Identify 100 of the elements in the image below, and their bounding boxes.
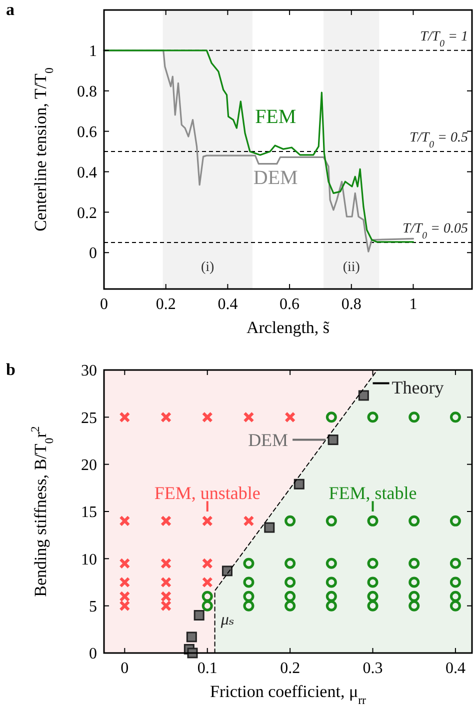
- point: [243, 600, 254, 612]
- band-label: (ii): [342, 260, 360, 275]
- point: [326, 558, 337, 569]
- y-tick-label: 0.2: [77, 204, 97, 222]
- point: [408, 412, 420, 423]
- point: [160, 590, 172, 602]
- point: [326, 600, 337, 612]
- chart-title: b: [6, 360, 16, 379]
- point: [186, 632, 197, 642]
- point: [408, 600, 420, 612]
- point: [284, 558, 296, 569]
- y-tick-label: 0.8: [77, 83, 97, 100]
- point: [367, 600, 378, 612]
- point: [408, 590, 420, 602]
- point: [202, 590, 213, 602]
- point: [202, 576, 213, 588]
- point: [243, 558, 254, 569]
- annotation: μₛ: [220, 612, 234, 629]
- y-tick-label: 15: [81, 504, 97, 522]
- point: [202, 515, 213, 526]
- x-tick-label: 0.2: [156, 296, 176, 313]
- x-tick-label: 0.4: [445, 660, 466, 677]
- x-tick-label: 0.4: [218, 296, 238, 313]
- series-label: FEM, stable: [328, 482, 417, 503]
- point: [119, 558, 130, 569]
- point: [367, 576, 378, 588]
- x-axis-title: Arclength, s̃: [246, 318, 330, 337]
- point: [194, 610, 204, 621]
- point: [243, 576, 254, 588]
- point: [408, 515, 420, 526]
- point: [202, 600, 213, 612]
- band-label: (i): [200, 260, 215, 275]
- point: [160, 558, 172, 569]
- x-tick-label: 0: [120, 660, 129, 677]
- point: [408, 576, 420, 588]
- point: [408, 558, 420, 569]
- point: [367, 558, 378, 569]
- point: [284, 600, 296, 612]
- y-tick-label: 25: [81, 410, 97, 427]
- y-tick-label: 0.4: [77, 164, 97, 182]
- point: [119, 515, 130, 526]
- point: [222, 566, 232, 576]
- point: [160, 600, 172, 612]
- series-label: DEM: [253, 166, 298, 189]
- point: [367, 412, 378, 423]
- y-tick-label: 5: [89, 598, 97, 616]
- x-tick-label: 0: [100, 296, 108, 313]
- ref-line-label: T/T$_{0}$ = 1: [420, 29, 468, 49]
- point: [450, 576, 461, 588]
- y-tick-label: 0: [89, 646, 97, 663]
- x-tick-label: 0.3: [362, 660, 383, 677]
- point: [202, 412, 213, 423]
- x-tick-label: 0.1: [197, 660, 218, 677]
- point: [119, 600, 130, 612]
- point: [326, 515, 337, 526]
- y-tick-label: 0.6: [77, 124, 97, 141]
- point: [450, 558, 461, 569]
- ref-line-label: T/T$_{0}$ = 0.05: [402, 222, 468, 241]
- point: [284, 515, 296, 526]
- point: [243, 590, 254, 602]
- y-tick-label: 20: [81, 456, 97, 474]
- ref-line-label: T/T$_{0}$ = 0.5: [410, 130, 468, 150]
- chart-title: a: [6, 0, 15, 19]
- point: [450, 590, 461, 602]
- point: [284, 576, 296, 588]
- point: [160, 412, 172, 423]
- point: [284, 590, 296, 602]
- point: [160, 576, 172, 588]
- y-tick-label: 0: [89, 245, 97, 262]
- point: [367, 590, 378, 602]
- point: [202, 558, 213, 569]
- legend-label: Theory: [392, 377, 444, 398]
- point: [119, 576, 130, 588]
- point: [294, 478, 304, 490]
- point: [119, 412, 130, 423]
- x-tick-label: 0.2: [280, 660, 300, 677]
- y-tick-label: 10: [81, 551, 97, 568]
- point: [326, 412, 337, 423]
- y-tick-label: 30: [81, 362, 97, 380]
- point: [243, 412, 254, 423]
- point: [326, 576, 337, 588]
- series-label: DEM: [248, 430, 288, 450]
- point: [264, 522, 275, 533]
- point: [450, 412, 461, 423]
- point: [358, 390, 369, 401]
- point: [119, 590, 130, 602]
- series-label: FEM, unstable: [154, 482, 260, 503]
- point: [284, 412, 296, 423]
- point: [243, 515, 254, 526]
- point: [450, 515, 461, 526]
- point: [450, 600, 461, 612]
- x-tick-label: 0.6: [280, 296, 300, 313]
- point: [326, 590, 337, 602]
- x-axis-title: Friction coefficient, μ$_{rr}$: [210, 682, 366, 707]
- point: [160, 515, 172, 526]
- x-tick-label: 0.8: [341, 296, 362, 313]
- x-tick-label: 1: [409, 296, 418, 313]
- series-label: FEM: [255, 106, 296, 128]
- point: [328, 434, 338, 446]
- point: [367, 515, 378, 526]
